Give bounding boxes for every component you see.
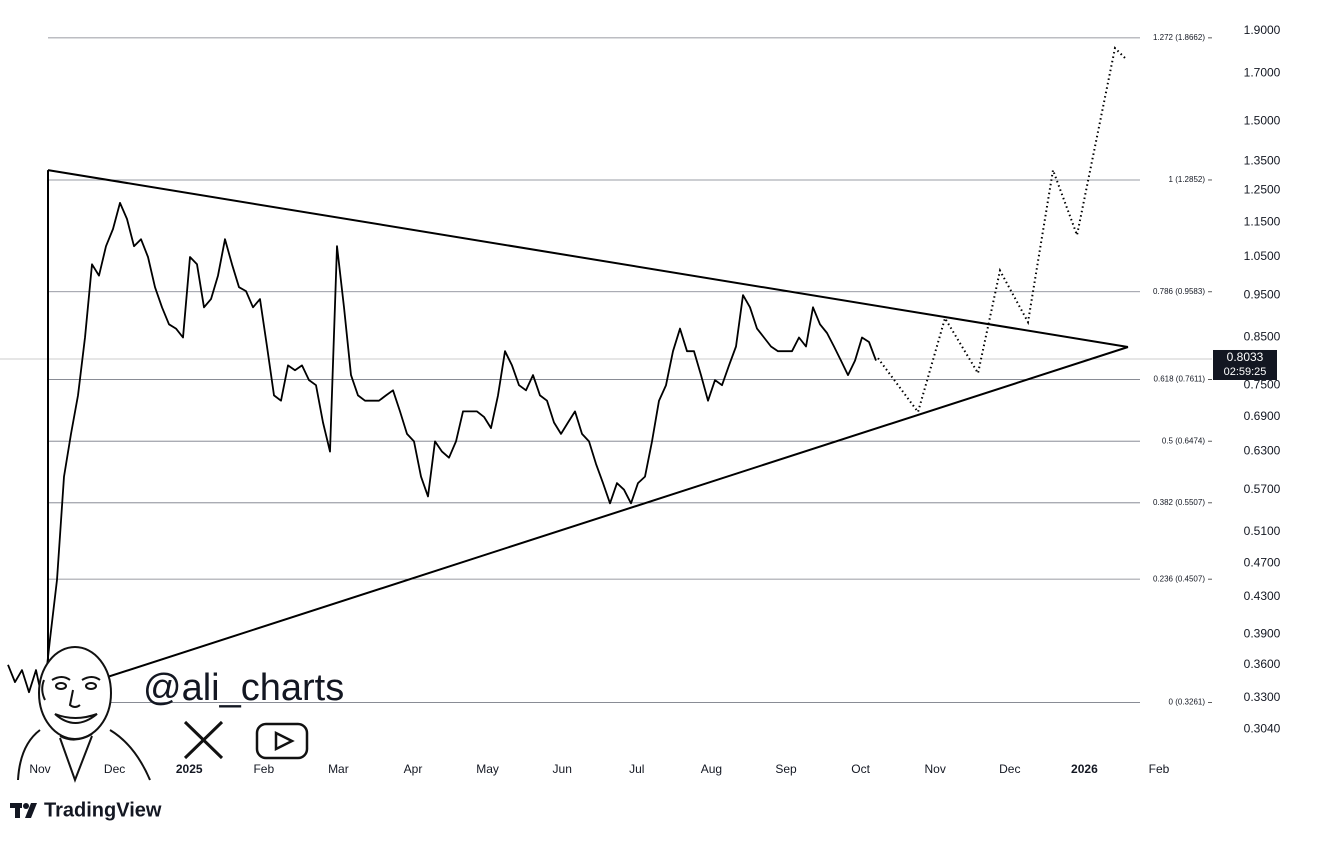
x-tick-label: 2026: [1071, 762, 1098, 776]
countdown-label: 02:59:25: [1224, 366, 1267, 378]
fib-level-label: 1.272 (1.8662): [1153, 33, 1205, 42]
x-tick-label: Sep: [775, 762, 797, 776]
brand-name: TradingView: [44, 799, 162, 821]
y-tick-label: 0.6900: [1244, 409, 1281, 423]
fib-level-label: 0 (0.3261): [1169, 698, 1206, 707]
fib-level-label: 1 (1.2852): [1169, 175, 1206, 184]
x-tick-label: Dec: [104, 762, 125, 776]
fib-level-label: 0.382 (0.5507): [1153, 498, 1205, 507]
y-tick-label: 0.3600: [1244, 657, 1281, 671]
trendline: [47, 169, 1129, 348]
y-tick-label: 1.7000: [1244, 66, 1281, 80]
y-tick-label: 1.0500: [1244, 249, 1281, 263]
y-tick-label: 1.3500: [1244, 153, 1281, 167]
y-tick-label: 1.9000: [1244, 23, 1281, 37]
y-tick-label: 0.5100: [1244, 524, 1281, 538]
x-tick-label: Nov: [925, 762, 946, 776]
x-logo: [183, 720, 224, 760]
x-tick-label: Jul: [629, 762, 644, 776]
y-tick-label: 0.9500: [1244, 287, 1281, 301]
x-tick-label: 2025: [176, 762, 203, 776]
fib-level-label: 0.618 (0.7611): [1154, 375, 1206, 384]
y-tick-label: 0.3900: [1244, 626, 1281, 640]
y-tick-label: 0.4700: [1244, 555, 1281, 569]
x-tick-label: Oct: [851, 762, 870, 776]
y-tick-label: 0.3040: [1244, 721, 1281, 735]
fib-level-label: 0.5 (0.6474): [1162, 436, 1205, 445]
x-tick-label: Feb: [253, 762, 274, 776]
x-tick-label: Nov: [29, 762, 50, 776]
youtube-logo: [255, 722, 309, 760]
watermark-handle: @ali_charts: [143, 667, 344, 709]
projection-path: [877, 46, 1126, 415]
x-tick-label: Feb: [1149, 762, 1170, 776]
trendline: [47, 346, 1129, 698]
price-line: [7, 202, 877, 704]
y-tick-label: 0.6300: [1244, 444, 1281, 458]
y-tick-label: 1.1500: [1244, 214, 1281, 228]
x-tick-label: Dec: [999, 762, 1020, 776]
y-tick-label: 0.3300: [1244, 690, 1281, 704]
x-tick-label: Mar: [328, 762, 349, 776]
y-tick-label: 0.7500: [1244, 377, 1281, 391]
fib-level-label: 0.236 (0.4507): [1153, 574, 1205, 583]
y-tick-label: 1.5000: [1244, 113, 1281, 127]
x-tick-label: Apr: [404, 762, 423, 776]
x-tick-label: May: [476, 762, 499, 776]
avatar: [17, 646, 151, 783]
current-price-label: 0.8033: [1227, 350, 1264, 364]
fib-level-label: 0.786 (0.9583): [1153, 287, 1205, 296]
x-tick-label: Jun: [553, 762, 572, 776]
price-badge: [1213, 349, 1277, 380]
x-tick-label: Aug: [701, 762, 722, 776]
tradingview-logo: [10, 803, 37, 818]
y-tick-label: 0.4300: [1244, 589, 1281, 603]
plot-lines: [0, 37, 1212, 704]
y-tick-label: 0.5700: [1244, 482, 1281, 496]
y-tick-label: 1.2500: [1244, 183, 1281, 197]
y-tick-label: 0.8500: [1244, 330, 1281, 344]
